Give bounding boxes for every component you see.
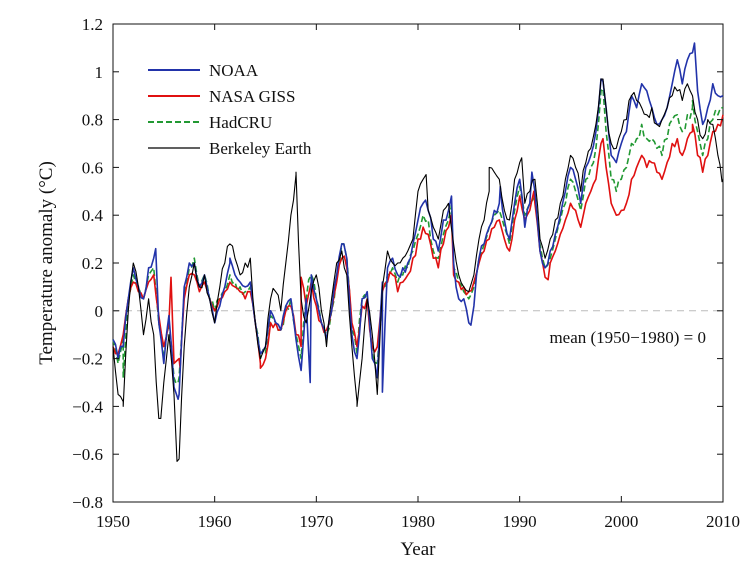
legend-label: Berkeley Earth	[209, 139, 312, 158]
y-axis-title: Temperature anomaly (°C)	[36, 161, 57, 365]
y-tick-label: 0.4	[82, 206, 104, 225]
series-line-nasa-giss	[112, 114, 724, 369]
y-tick-label: −0.4	[72, 397, 103, 416]
y-tick-label: 0.8	[82, 111, 103, 130]
x-axis-title: Year	[400, 539, 436, 560]
ticks-layer	[112, 23, 724, 503]
x-tick-label: 2000	[604, 512, 638, 531]
y-tick-label: 1	[95, 63, 104, 82]
y-tick-label: 0	[95, 302, 104, 321]
x-tick-labels: 1950 1960 1970 1980 1990 2000 2010	[96, 512, 740, 531]
legend: NOAA NASA GISS HadCRU Berkeley Earth	[148, 61, 312, 158]
mean-annotation: mean (1950−1980) = 0	[549, 328, 706, 347]
series-line-berkeley-earth	[112, 78, 724, 462]
x-tick-label: 1960	[198, 512, 232, 531]
legend-label: NOAA	[209, 61, 259, 80]
y-tick-label: 0.6	[82, 158, 103, 177]
series-line-hadcru	[112, 87, 724, 385]
legend-label: NASA GISS	[209, 87, 295, 106]
x-tick-label: 1950	[96, 512, 130, 531]
y-tick-label: 0.2	[82, 254, 103, 273]
series-layer	[112, 42, 724, 462]
legend-label: HadCRU	[209, 113, 272, 132]
x-tick-label: 2010	[706, 512, 740, 531]
x-tick-label: 1990	[503, 512, 537, 531]
y-tick-label: 1.2	[82, 15, 103, 34]
y-tick-label: −0.2	[72, 350, 103, 369]
x-tick-label: 1970	[299, 512, 333, 531]
y-tick-label: −0.8	[72, 493, 103, 512]
x-tick-label: 1980	[401, 512, 435, 531]
y-tick-labels: −0.8 −0.6 −0.4 −0.2 0 0.2 0.4 0.6 0.8 1 1.2	[72, 15, 103, 512]
y-tick-label: −0.6	[72, 445, 103, 464]
